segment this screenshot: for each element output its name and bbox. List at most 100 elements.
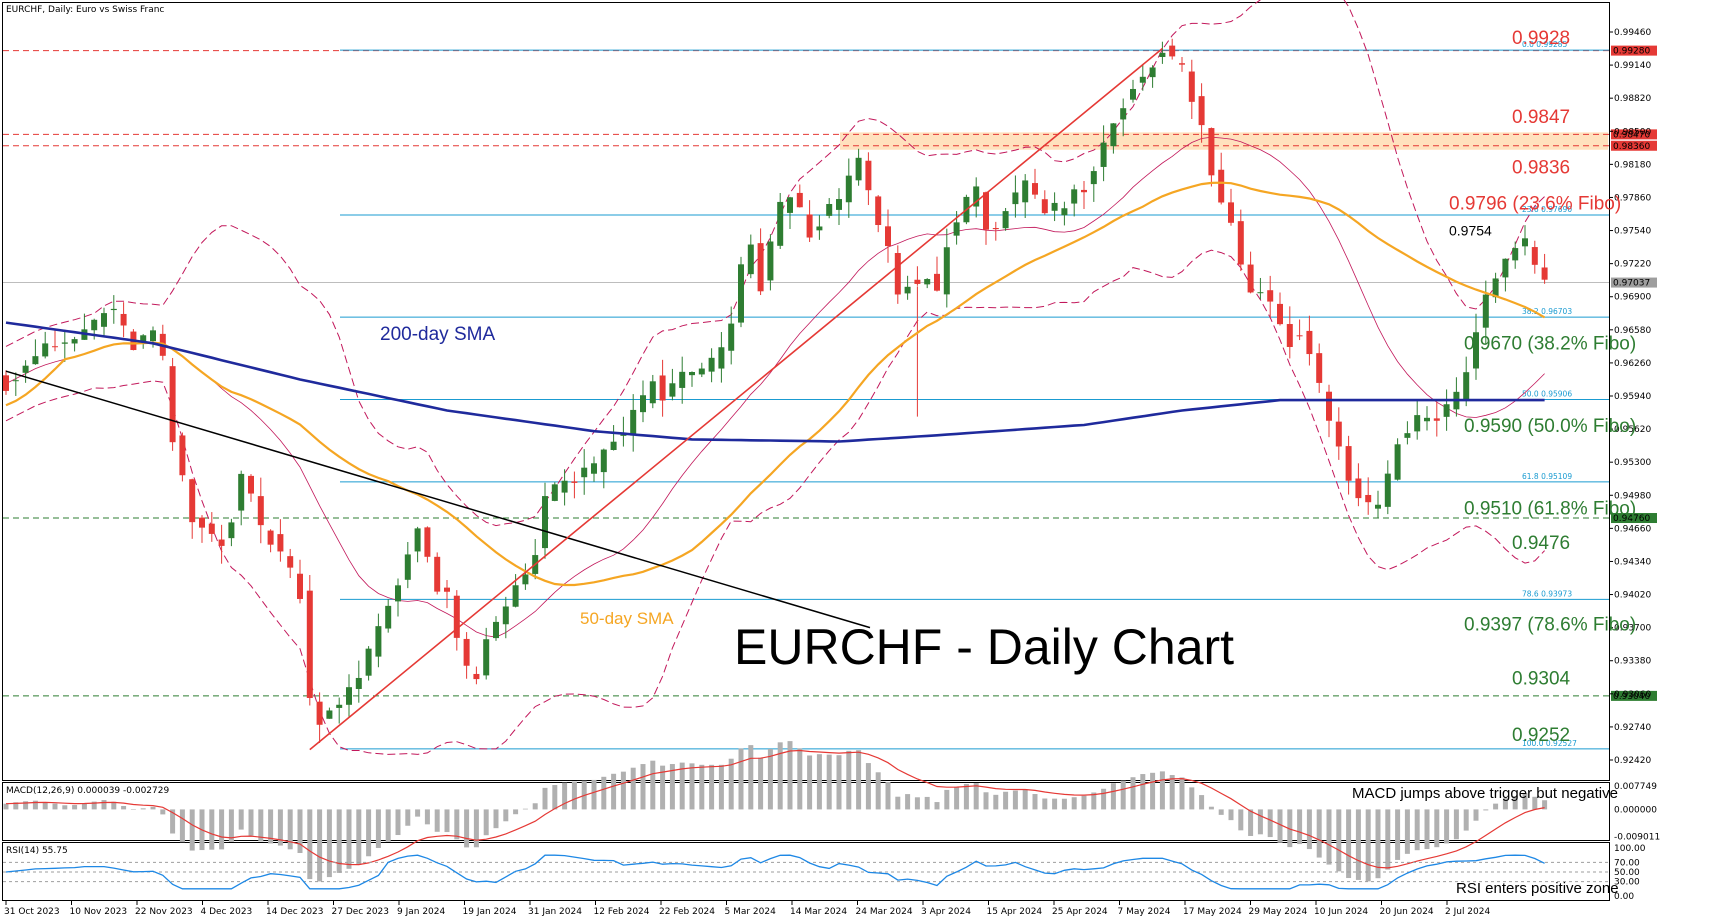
sma200-label: 200-day SMA [380,324,495,345]
candle-body [679,371,686,388]
macd-bar [1218,809,1224,815]
candle-body [973,186,980,207]
candle-body [395,585,401,602]
moving-averages [5,181,1546,587]
level-annotation-4: 0.9796 (23.6% Fibo) [1449,194,1621,215]
macd-bar [973,783,979,810]
candle-54 [532,539,539,580]
candle-67 [659,359,666,417]
candle-body [404,554,411,580]
bollinger-middle [5,136,1545,638]
candle-83 [816,215,823,240]
axis-tick-label: 0.92740 [1614,723,1651,733]
candle-body [551,484,558,501]
candle-body [365,648,372,676]
candle-76 [747,234,754,279]
candle-body [1159,52,1166,57]
macd-bar [1120,780,1126,810]
candle-40 [395,578,401,617]
candle-151 [1482,280,1489,345]
candle-78 [767,234,774,291]
candle-49 [483,627,490,680]
axis-tick-label: 0.94980 [1614,491,1651,501]
candle-body [267,530,274,545]
macd-bar [709,764,715,810]
candle-body [3,375,9,391]
macd-bar [1444,809,1450,844]
candle-body [502,606,509,625]
candle-body [1326,391,1332,421]
level-annotation-9: 0.9397 (78.6% Fibo) [1464,615,1636,636]
candle-body [1267,290,1274,302]
candle-body [61,342,68,344]
macd-bar [179,809,185,843]
macd-bar [1463,809,1469,831]
date-label: 14 Dec 2023 [266,907,324,917]
candle-90 [885,209,891,263]
macd-bar [640,764,646,810]
candle-body [620,434,627,436]
macd-bar [552,785,558,810]
candle-153 [1502,258,1509,292]
axis-tick-label: 0.97220 [1614,260,1651,270]
macd-bar [679,762,685,810]
candle-body [747,244,754,275]
macd-bar [415,809,421,817]
macd-bar [1130,777,1136,810]
candle-body [208,523,215,534]
candle-51 [502,596,509,639]
candle-body [581,467,588,478]
macd-bar [307,809,313,880]
fib-label-78.6: 78.6 0.93973 [1522,589,1572,598]
macd-bar [483,809,489,836]
candle-body [894,253,901,295]
macd-bar [1277,809,1283,843]
macd-bar [444,809,450,833]
macd-bar [170,809,176,834]
macd-bar [238,809,244,830]
candle-112 [1100,125,1107,182]
macd-bar [1179,777,1185,810]
candle-32 [316,692,323,743]
macd-bar [1150,772,1156,810]
macd-bar [366,809,372,857]
date-label: 17 May 2024 [1183,907,1242,917]
rsi-axis-label: 70.00 [1614,858,1640,868]
candle-84 [826,198,833,219]
candle-body [600,449,607,473]
candle-128 [1257,277,1264,300]
macd-bar [767,748,773,810]
support-badge-label-1: 0.94760 [1613,514,1650,524]
macd-bar [630,767,636,810]
fib-label-23.6: 23.6 0.97690 [1522,205,1572,214]
chart-header: EURCHF, Daily: Euro vs Swiss Franc [6,5,164,15]
macd-bar [1003,791,1009,810]
candle-117 [1149,65,1156,88]
macd-bar [268,809,274,844]
annotations: 0.9928 0.9847 0.9836 0.9796 (23.6% Fibo) 0.9… [1449,28,1636,746]
candle-0 [3,370,9,395]
macd-bar [1159,771,1165,810]
candle-body [346,687,352,705]
macd-note: MACD jumps above trigger but negative [1352,785,1618,802]
macd-bar [1483,809,1489,811]
candle-23 [228,518,235,547]
candle-103 [1012,175,1019,218]
bollinger-lower [5,249,1545,755]
date-label: 31 Oct 2023 [4,907,60,917]
axis-tick-label: 0.96580 [1614,326,1651,336]
date-label: 29 May 2024 [1249,907,1308,917]
candle-body [924,279,931,285]
candle-body [1198,96,1205,126]
support-badge-1 [1611,513,1657,524]
level-annotation-1: 0.9928 [1512,28,1570,49]
macd-bar [728,758,734,810]
candle-35 [346,674,352,717]
candle-154 [1512,241,1519,269]
candle-body [943,247,950,295]
macd-bar [42,802,48,810]
candle-body [179,435,186,476]
macd-bar [121,806,127,810]
candle-body [1041,199,1048,214]
candle-146 [1433,401,1440,437]
